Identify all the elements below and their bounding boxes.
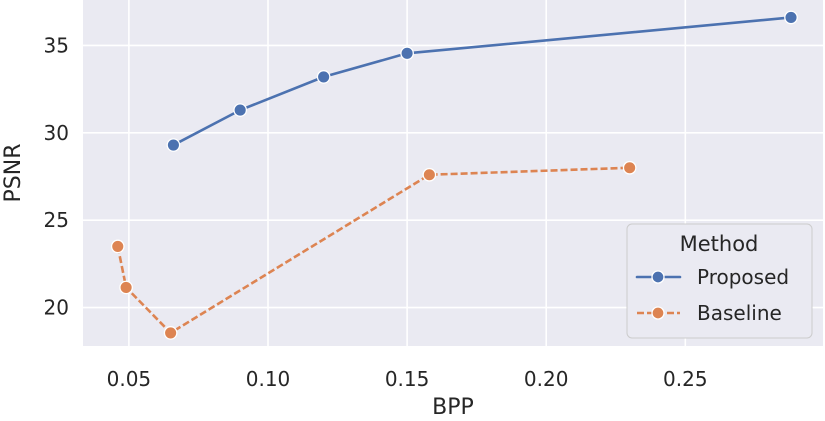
data-point-proposed — [316, 70, 331, 84]
x-tick-label: 0.25 — [663, 367, 708, 391]
legend-label-baseline: Baseline — [697, 301, 782, 325]
legend-marker-baseline — [651, 306, 665, 320]
data-point-proposed — [233, 103, 248, 117]
x-tick-label: 0.20 — [524, 367, 569, 391]
x-tick-label: 0.10 — [246, 367, 291, 391]
x-axis-label: BPP — [432, 395, 474, 420]
legend-marker-proposed — [651, 270, 665, 284]
data-point-baseline — [163, 326, 178, 340]
data-point-proposed — [784, 10, 798, 25]
series-layer — [110, 10, 798, 340]
legend-title: Method — [680, 232, 759, 256]
legend: Method Proposed Baseline — [626, 223, 813, 339]
y-tick-label: 20 — [44, 296, 69, 320]
data-point-baseline — [422, 167, 437, 182]
data-point-proposed — [400, 46, 414, 61]
data-point-baseline — [622, 160, 637, 175]
x-tick-label: 0.05 — [107, 367, 152, 391]
legend-box — [626, 223, 813, 339]
data-point-proposed — [166, 138, 181, 152]
y-tick-label: 25 — [44, 208, 69, 232]
data-point-baseline — [110, 239, 125, 254]
x-tick-label: 0.15 — [385, 367, 430, 391]
data-point-baseline — [119, 280, 133, 295]
y-tick-label: 30 — [44, 121, 69, 145]
y-axis-label: PSNR — [1, 144, 26, 203]
y-tick-label: 35 — [44, 33, 69, 57]
tick-labels: 0.05 0.10 0.15 0.20 0.25 20 25 30 35 — [44, 33, 708, 391]
legend-label-proposed: Proposed — [697, 265, 789, 289]
